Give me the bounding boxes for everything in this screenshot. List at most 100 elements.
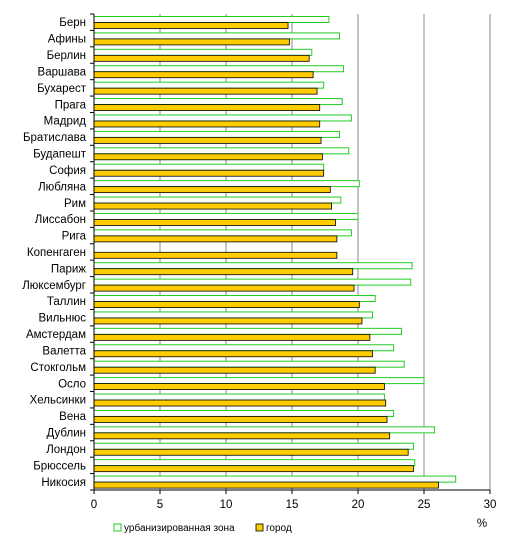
bar-city-11	[93, 202, 333, 210]
bar-city-14	[93, 251, 338, 259]
category-label-21: Стокгольм	[30, 362, 86, 374]
category-label-19: Амстердам	[26, 329, 86, 341]
bar-city-13	[93, 235, 338, 243]
bar-urban-18	[93, 311, 374, 319]
bar-city-21	[93, 366, 376, 374]
bar-city-24	[93, 416, 388, 423]
bar-city-7	[93, 136, 322, 144]
bar-urban-7	[93, 130, 341, 138]
bar-city-4	[93, 87, 318, 95]
legend-label-city: город	[266, 523, 292, 534]
bar-urban-2	[93, 48, 313, 56]
category-label-3: Варшава	[38, 66, 87, 78]
bar-city-18	[93, 317, 363, 325]
bar-urban-16	[93, 278, 412, 286]
bar-city-1	[93, 38, 290, 46]
legend-label-urban: урбанизированная зона	[124, 522, 235, 534]
category-label-11: Рим	[64, 198, 86, 210]
category-label-7: Братислава	[23, 132, 87, 144]
bar-city-6	[93, 120, 321, 128]
category-label-28: Никосия	[41, 477, 86, 489]
bar-city-26	[93, 448, 409, 456]
bar-city-25	[93, 432, 391, 440]
x-tick-label-5: 25	[418, 499, 431, 511]
bar-urban-25	[93, 426, 436, 434]
bar-city-22	[93, 383, 385, 391]
bar-urban-22	[93, 377, 425, 385]
bar-city-27	[93, 465, 414, 473]
axes	[90, 13, 491, 494]
bar-urban-3	[93, 65, 344, 73]
category-label-1: Афины	[48, 34, 86, 46]
category-label-5: Прага	[55, 99, 87, 111]
bar-urban-15	[93, 262, 413, 270]
bar-city-23	[93, 399, 387, 407]
bar-city-0	[93, 22, 289, 29]
bar-urban-19	[93, 327, 403, 335]
category-label-0: Берн	[59, 17, 86, 29]
bar-urban-17	[93, 295, 376, 303]
x-tick-label-0: 0	[91, 499, 97, 511]
category-label-10: Любляна	[38, 181, 87, 193]
x-tick-label-4: 20	[352, 499, 365, 511]
bar-urban-13	[93, 229, 352, 237]
category-label-18: Вильнюс	[38, 313, 86, 325]
bar-urban-0	[93, 16, 330, 23]
category-label-22: Осло	[58, 378, 86, 390]
bar-city-15	[93, 268, 354, 276]
bar-city-17	[93, 301, 360, 308]
category-label-6: Мадрид	[44, 116, 87, 128]
bar-city-5	[93, 104, 321, 111]
bar-urban-21	[93, 360, 405, 368]
category-label-8: Будапешт	[33, 149, 87, 161]
category-label-24: Вена	[59, 411, 86, 423]
bar-urban-10	[93, 180, 360, 188]
bar-city-19	[93, 333, 371, 341]
x-tick-label-1: 5	[157, 499, 163, 511]
bar-urban-27	[93, 459, 416, 467]
category-label-9: София	[49, 165, 86, 177]
category-label-12: Лиссабон	[35, 214, 86, 226]
legend-swatch-city	[255, 523, 264, 532]
bar-city-8	[93, 153, 323, 161]
bar-city-9	[93, 169, 325, 177]
category-label-4: Бухарест	[37, 83, 87, 95]
bar-urban-11	[93, 196, 342, 204]
bar-city-12	[93, 219, 336, 226]
bar-urban-24	[93, 409, 395, 417]
bars	[93, 16, 457, 489]
x-tick-labels: 0 5 10 15 20 25 30	[91, 499, 497, 511]
category-label-23: Хельсинки	[30, 395, 86, 407]
bar-city-3	[93, 71, 314, 79]
category-label-2: Берлин	[47, 50, 86, 62]
bar-urban-1	[93, 32, 341, 40]
category-label-17: Таллин	[47, 296, 86, 308]
category-label-25: Дублин	[47, 428, 86, 440]
category-label-15: Париж	[51, 263, 86, 275]
category-label-14: Копенгаген	[27, 247, 86, 259]
category-label-20: Валетта	[42, 345, 86, 357]
bar-urban-26	[93, 442, 414, 450]
category-label-13: Рига	[62, 231, 87, 243]
category-label-26: Лондон	[46, 444, 86, 456]
x-tick-label-6: 30	[484, 499, 497, 511]
bar-city-16	[93, 284, 355, 292]
x-tick-label-3: 15	[286, 499, 299, 511]
bar-urban-20	[93, 344, 395, 352]
category-labels: Берн Афины Берлин Варшава Бухарест Прага Мадри…	[22, 17, 87, 489]
category-label-27: Брюссель	[33, 460, 86, 472]
bar-city-20	[93, 350, 373, 358]
x-axis-unit-label: %	[477, 518, 487, 530]
bar-urban-28	[93, 475, 457, 483]
bar-city-2	[93, 54, 310, 62]
legend-swatch-urban	[113, 523, 122, 532]
bar-urban-9	[93, 163, 325, 171]
legend: урбанизированная зона город	[113, 522, 292, 534]
x-tick-label-2: 10	[220, 499, 233, 511]
bar-city-28	[93, 481, 439, 489]
bar-urban-4	[93, 81, 325, 89]
category-label-16: Люксембург	[22, 280, 86, 292]
bar-urban-6	[93, 114, 352, 122]
bar-urban-5	[93, 98, 343, 106]
